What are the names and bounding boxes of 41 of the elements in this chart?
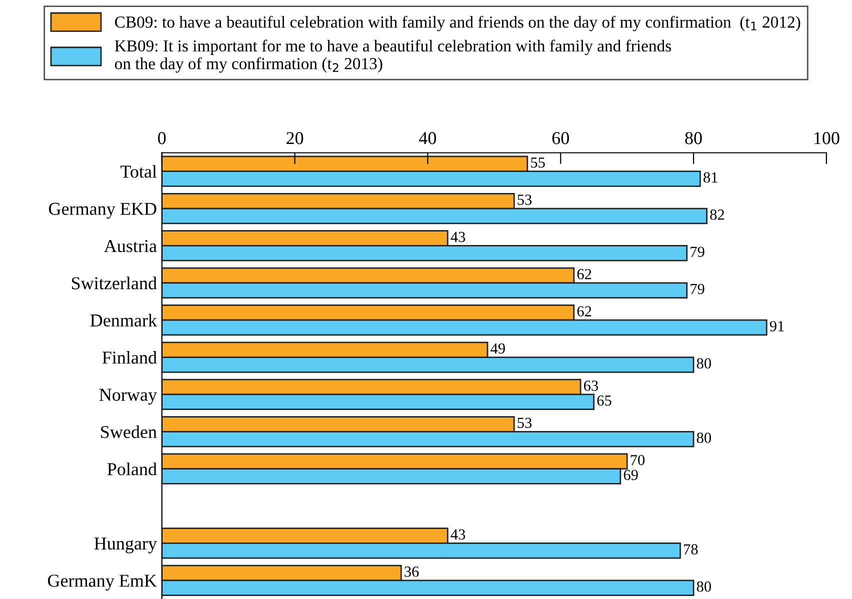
legend-label: KB09: It is important for me to have a beautiful celebration with family and friends on the day of my confirmation (t$_{2}$ 2013) [114, 40, 671, 73]
data-label: 43 [450, 529, 466, 540]
x-tick-label: 20 [286, 132, 304, 144]
legend-label: CB09: to have a beautiful celebration with family and friends on the day of my confirmation (t$_{1}$ 2012) [115, 16, 800, 32]
data-label: 63 [584, 380, 598, 391]
data-label: 80 [696, 581, 711, 592]
y-tick-label: Total [120, 165, 157, 178]
data-label: 91 [770, 321, 784, 332]
data-label: 80 [696, 432, 711, 443]
y-tick-label: Sweden [101, 425, 157, 438]
data-label: 62 [577, 269, 592, 280]
y-tick-label: Poland [107, 462, 157, 476]
x-tick-label: 40 [419, 132, 436, 144]
y-tick-label: Norway [99, 388, 157, 405]
data-label: 53 [518, 194, 532, 205]
data-label: 82 [710, 209, 724, 220]
x-tick-label: 0 [158, 132, 166, 144]
x-tick-label: 100 [814, 132, 840, 144]
data-label: 81 [704, 172, 718, 183]
x-tick-label: 80 [685, 132, 702, 144]
data-label: 79 [690, 246, 704, 257]
data-label: 55 [531, 158, 545, 168]
y-tick-label: Germany EmK [48, 574, 157, 591]
data-label: 69 [624, 470, 638, 480]
data-label: 53 [518, 418, 532, 428]
y-tick-label: Finland [102, 351, 157, 364]
data-label: 78 [684, 544, 698, 554]
x-tick-label: 60 [552, 132, 569, 144]
y-tick-label: Austria [104, 240, 157, 252]
data-label: 43 [450, 232, 466, 242]
data-label: 62 [577, 306, 592, 316]
y-tick-label: Denmark [90, 314, 158, 327]
data-label: 70 [630, 454, 645, 466]
data-label: 79 [690, 284, 704, 294]
data-label: 36 [404, 566, 419, 577]
y-tick-label: Hungary [94, 538, 157, 554]
data-label: 49 [490, 343, 505, 354]
data-label: 80 [696, 358, 711, 369]
data-label: 65 [597, 395, 612, 406]
y-tick-label: Germany EKD [48, 202, 156, 219]
y-tick-label: Switzerland [72, 276, 157, 290]
